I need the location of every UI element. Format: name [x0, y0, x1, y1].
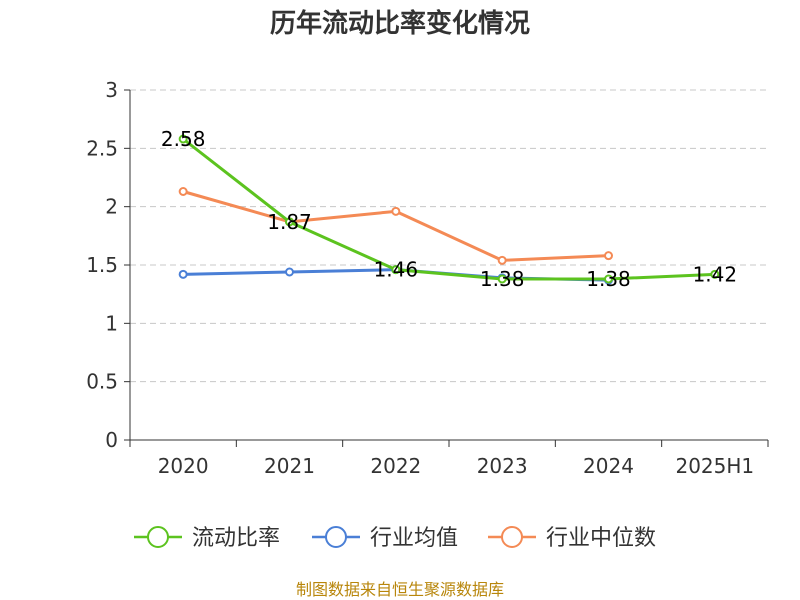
y-tick-label: 0.5 — [86, 370, 118, 394]
data-point-industry_median — [497, 255, 507, 265]
data-label: 1.38 — [586, 267, 631, 291]
legend-swatch-marker — [325, 526, 347, 548]
x-tick-label: 2023 — [477, 454, 528, 478]
legend-label: 行业中位数 — [546, 526, 656, 551]
legend-item-industry_median[interactable]: 行业中位数 — [488, 526, 656, 551]
series-line-current_ratio — [182, 137, 715, 281]
legend-label: 流动比率 — [192, 526, 280, 551]
legend-swatch-marker — [501, 526, 523, 548]
legend-item-current_ratio[interactable]: 流动比率 — [134, 526, 280, 551]
data-label: 1.42 — [693, 262, 738, 286]
y-tick-label: 2 — [105, 195, 118, 219]
x-tick-label: 2021 — [264, 454, 315, 478]
legend-item-industry_avg[interactable]: 行业均值 — [312, 526, 458, 551]
y-tick-label: 0 — [105, 428, 118, 452]
y-tick-label: 2.5 — [86, 136, 118, 160]
data-label: 1.46 — [374, 258, 419, 282]
data-point-current_ratio — [497, 274, 507, 284]
y-tick-label: 1.5 — [86, 253, 118, 277]
data-point-current_ratio — [391, 265, 401, 275]
data-label: 1.38 — [480, 267, 525, 291]
y-tick-label: 1 — [105, 311, 118, 335]
legend: 流动比率 行业均值 行业中位数 — [134, 526, 656, 551]
data-point-industry_avg — [178, 269, 188, 279]
data-point-current_ratio — [710, 269, 720, 279]
axes: 0 0.5 1 1.5 2 2.5 3 2020 2021 2022 2023 2024 2025H1 — [86, 78, 769, 478]
source-note: 制图数据来自恒生聚源数据库 — [296, 580, 504, 599]
x-tick-label: 2020 — [158, 454, 209, 478]
chart-title: 历年流动比率变化情况 — [270, 8, 530, 39]
data-point-current_ratio — [604, 274, 613, 284]
x-tick-label: 2022 — [370, 454, 421, 478]
x-tick-label: 2025H1 — [675, 454, 754, 478]
data-point-industry_avg — [285, 267, 294, 277]
legend-label: 行业均值 — [370, 526, 458, 551]
data-point-current_ratio — [285, 217, 294, 227]
y-tick-label: 3 — [105, 78, 118, 102]
data-label: 2.58 — [161, 127, 206, 151]
data-point-industry_median — [178, 187, 188, 196]
data-label: 1.87 — [267, 210, 312, 234]
data-point-industry_median — [391, 206, 401, 216]
x-tick-label: 2024 — [583, 454, 634, 478]
data-labels: 2.58 1.87 1.46 1.38 1.38 1.42 — [161, 127, 737, 291]
data-point-current_ratio — [178, 134, 188, 144]
data-point-industry_median — [604, 251, 613, 261]
series-line-industry_median — [182, 190, 609, 262]
legend-swatch-marker — [147, 526, 169, 548]
grid-lines — [130, 89, 768, 383]
series-lines — [178, 134, 720, 285]
